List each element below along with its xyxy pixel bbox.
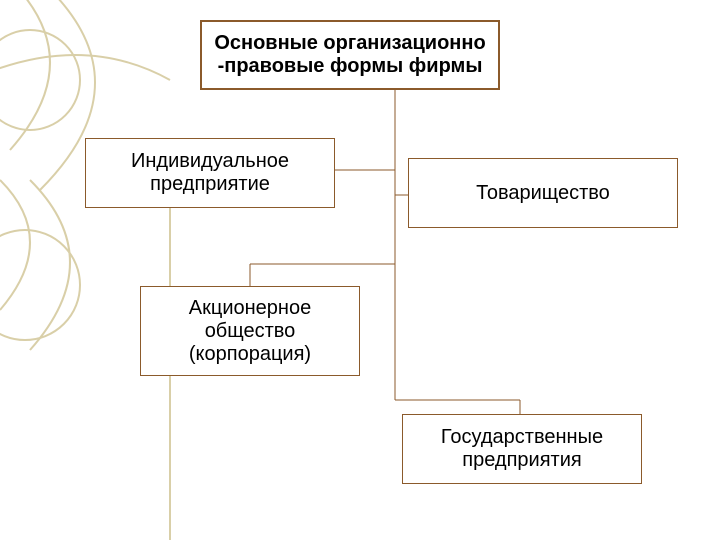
node-partnership-label: Товарищество [476, 182, 610, 205]
node-state-label: Государственные предприятия [413, 426, 631, 472]
node-corporation: Акционерное общество (корпорация) [140, 286, 360, 376]
root-node: Основные организационно -правовые формы … [200, 20, 500, 90]
node-individual: Индивидуальное предприятие [85, 138, 335, 208]
node-individual-label: Индивидуальное предприятие [96, 150, 324, 196]
node-state: Государственные предприятия [402, 414, 642, 484]
node-corporation-label: Акционерное общество (корпорация) [151, 297, 349, 366]
node-partnership: Товарищество [408, 158, 678, 228]
root-label: Основные организационно -правовые формы … [212, 32, 488, 78]
